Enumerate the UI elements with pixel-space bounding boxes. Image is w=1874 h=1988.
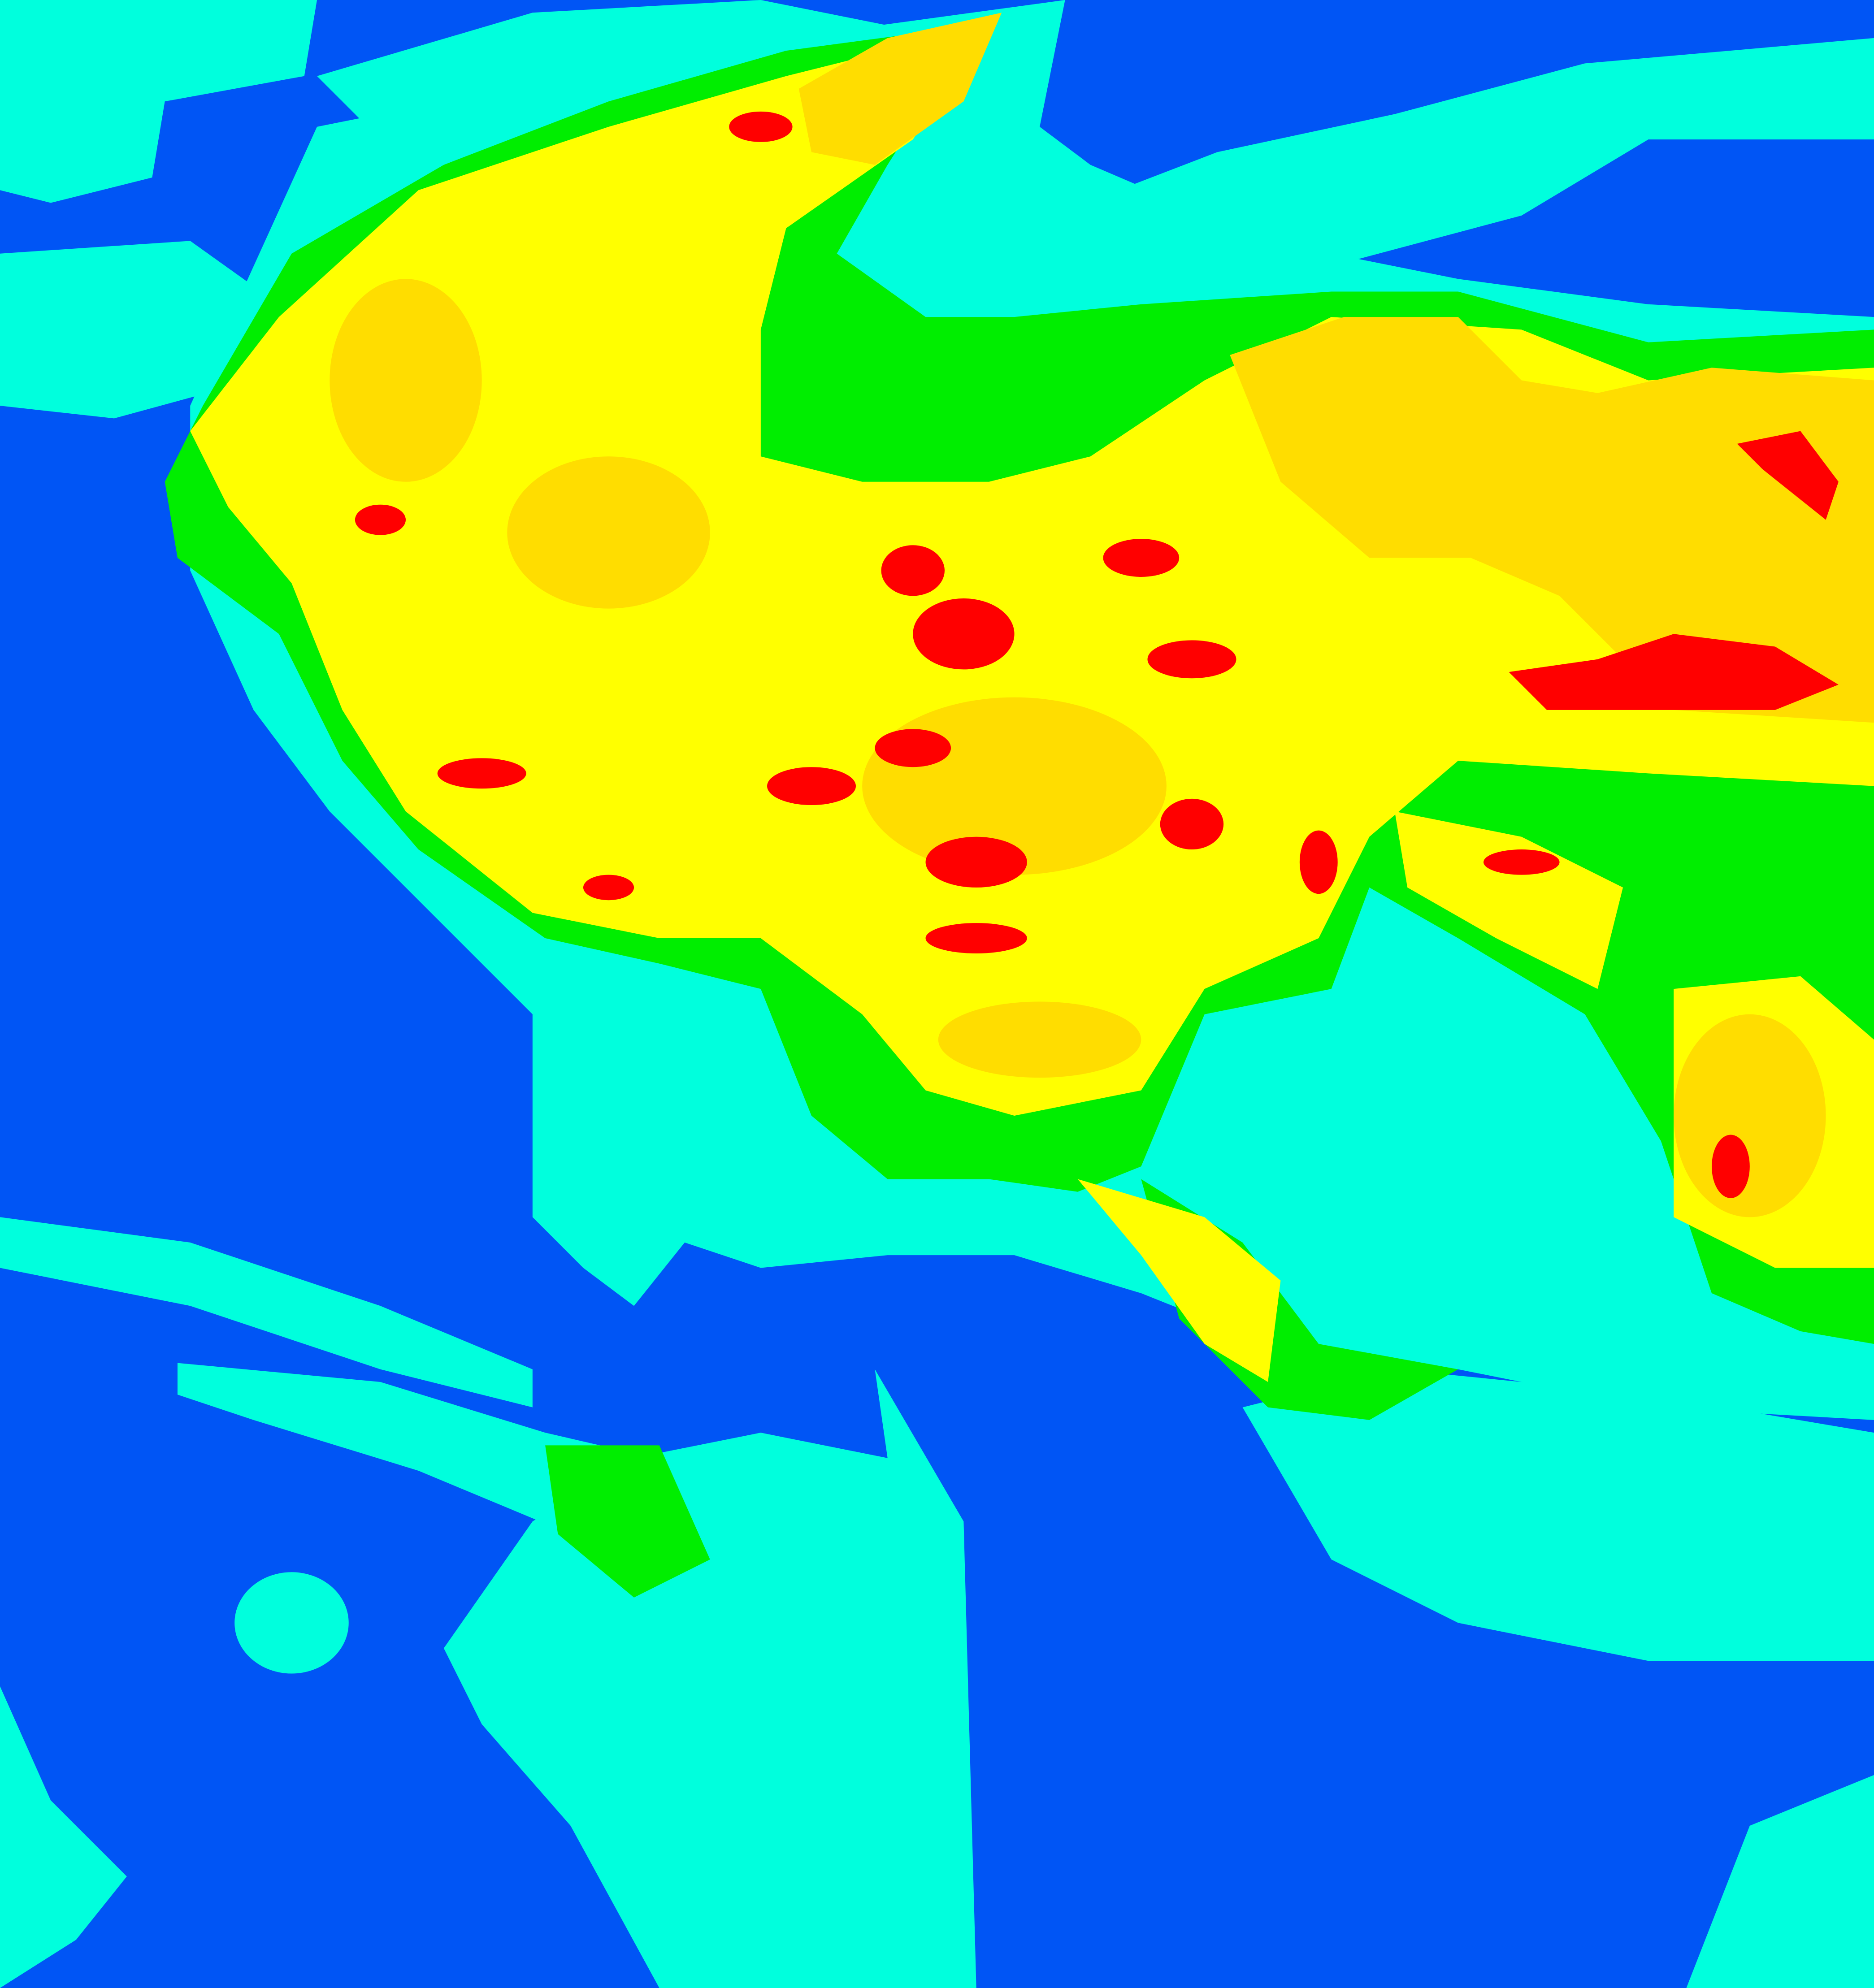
mid-cloud-patch-offshore [545, 1445, 710, 1598]
cloud-region-bottom-right [1686, 1775, 1874, 1988]
high-cloud-region-main [190, 25, 1874, 1116]
cloud-region-bottom-left [0, 1686, 127, 1988]
cloud-band-top-right [1052, 38, 1874, 266]
higher-cloud-band-north [798, 13, 1002, 165]
highest-cloud-spot [881, 545, 945, 596]
highest-cloud-spot [875, 729, 951, 767]
high-cloud-streak-gulf [1077, 1179, 1281, 1382]
highest-cloud-spot [355, 504, 406, 535]
cloud-swirl-southeast [1242, 1369, 1874, 1661]
higher-cloud-patch-west [330, 279, 482, 482]
higher-cloud-patch-east-coast [1674, 1014, 1826, 1217]
highest-cloud-spot [1103, 539, 1180, 577]
higher-cloud-layer [330, 13, 1874, 1217]
higher-cloud-region-east [1230, 317, 1874, 723]
highest-cloud-layer [355, 111, 1839, 1198]
higher-cloud-patch-texas [938, 1001, 1141, 1078]
highest-cloud-cluster-northeast [1737, 431, 1839, 520]
highest-cloud-spot [925, 923, 1027, 953]
highest-cloud-spot [767, 767, 856, 806]
highest-cloud-spot [1147, 640, 1236, 679]
higher-cloud-patch-center [507, 456, 710, 609]
highest-cloud-spot [729, 111, 793, 142]
highest-cloud-spot [437, 758, 526, 789]
highest-cloud-spot [1483, 849, 1560, 875]
highest-cloud-cluster-east [1509, 634, 1839, 710]
cloud-band-top [317, 0, 888, 140]
cloud-streak-southwest [0, 1217, 533, 1408]
highest-cloud-spot [925, 836, 1027, 888]
highest-cloud-spot [583, 875, 634, 901]
highest-cloud-spot [1160, 798, 1224, 850]
highest-cloud-spot [913, 598, 1015, 670]
cloud-blob-southwest [234, 1572, 349, 1674]
highest-cloud-spot [1299, 830, 1338, 894]
cloud-region-top-left [0, 0, 317, 203]
high-cloud-patch-southeast [1394, 811, 1623, 989]
highest-cloud-spot [1711, 1135, 1750, 1198]
